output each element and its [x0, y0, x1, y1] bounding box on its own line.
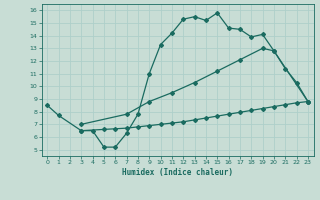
X-axis label: Humidex (Indice chaleur): Humidex (Indice chaleur) [122, 168, 233, 177]
